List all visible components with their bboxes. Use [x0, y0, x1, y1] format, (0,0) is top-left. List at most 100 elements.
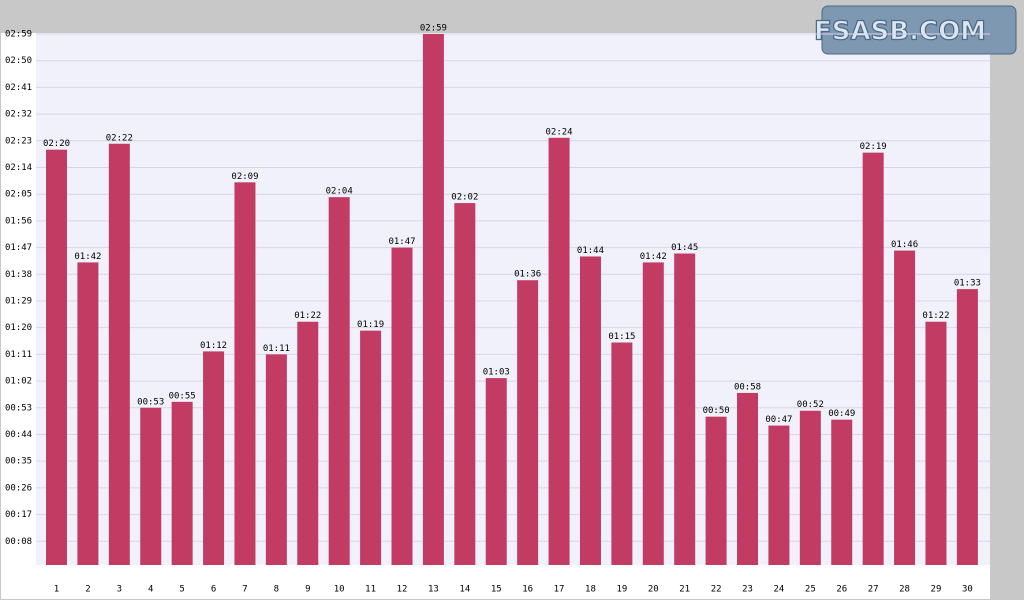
bar [579, 256, 601, 565]
value-label: 00:52 [797, 400, 824, 410]
value-label: 00:47 [765, 415, 792, 425]
value-label: 01:33 [954, 279, 981, 289]
x-tick-label: 1 [54, 585, 59, 595]
y-tick-label: 02:14 [5, 163, 32, 173]
x-tick-label: 29 [931, 585, 942, 595]
bar [108, 143, 130, 566]
bar [737, 392, 759, 565]
value-label: 02:09 [231, 172, 258, 182]
x-tick-label: 14 [459, 585, 470, 595]
value-label: 00:50 [703, 406, 730, 416]
x-tick-label: 19 [616, 585, 627, 595]
value-label: 01:12 [200, 341, 227, 351]
x-tick-label: 13 [428, 585, 439, 595]
bar [422, 34, 444, 565]
y-tick-label: 00:53 [5, 403, 32, 413]
x-tick-label: 17 [554, 585, 565, 595]
y-tick-label: 00:35 [5, 457, 32, 467]
x-tick-label: 11 [365, 585, 376, 595]
bar [956, 289, 978, 565]
x-tick-label: 9 [305, 585, 310, 595]
x-tick-label: 25 [805, 585, 816, 595]
x-tick-label: 18 [585, 585, 596, 595]
y-tick-label: 00:08 [5, 537, 32, 547]
x-tick-label: 16 [522, 585, 533, 595]
bar [517, 280, 539, 565]
bar [831, 419, 853, 565]
x-tick-label: 4 [148, 585, 153, 595]
bar [768, 425, 790, 565]
value-label: 02:04 [326, 187, 353, 197]
y-tick-label: 01:47 [5, 243, 32, 253]
y-tick-label: 01:02 [5, 377, 32, 387]
bar [548, 137, 570, 565]
bar [391, 247, 413, 565]
value-label: 00:49 [828, 409, 855, 419]
value-label: 01:44 [577, 246, 604, 256]
y-tick-label: 02:41 [5, 83, 32, 93]
value-label: 01:47 [388, 237, 415, 247]
x-tick-label: 22 [711, 585, 722, 595]
bar [360, 330, 382, 565]
value-label: 02:02 [451, 193, 478, 203]
value-label: 01:03 [483, 368, 510, 378]
value-label: 01:42 [640, 252, 667, 262]
y-tick-label: 00:44 [5, 430, 32, 440]
bar [46, 149, 67, 565]
value-label: 02:24 [546, 127, 573, 137]
bar [925, 321, 947, 565]
value-label: 02:19 [860, 142, 887, 152]
y-tick-label: 02:32 [5, 110, 32, 120]
bar [485, 378, 507, 565]
x-tick-label: 3 [117, 585, 122, 595]
value-label: 00:53 [137, 397, 164, 407]
y-tick-label: 02:23 [5, 136, 32, 146]
value-label: 01:22 [922, 311, 949, 321]
x-tick-label: 2 [85, 585, 90, 595]
x-tick-label: 20 [648, 585, 659, 595]
y-tick-label: 01:11 [5, 350, 32, 360]
bar [674, 253, 696, 566]
x-tick-label: 8 [274, 585, 279, 595]
logo: FSASB.COM [814, 17, 986, 47]
bar [705, 416, 727, 565]
bar [140, 407, 162, 565]
x-tick-label: 24 [774, 585, 785, 595]
y-tick-label: 01:20 [5, 323, 32, 333]
x-tick-label: 5 [179, 585, 184, 595]
value-label: 01:42 [74, 252, 101, 262]
x-tick-label: 21 [679, 585, 690, 595]
bar [265, 354, 287, 565]
bar [234, 182, 256, 565]
y-tick-label: 02:50 [5, 56, 32, 66]
value-label: 00:55 [169, 391, 196, 401]
x-tick-label: 30 [962, 585, 973, 595]
y-tick-label: 00:17 [5, 510, 32, 520]
value-label: 02:59 [420, 24, 447, 34]
x-tick-label: 12 [397, 585, 408, 595]
value-label: 01:45 [671, 243, 698, 253]
value-label: 01:11 [263, 344, 290, 354]
y-tick-label: 01:38 [5, 270, 32, 280]
x-tick-label: 10 [334, 585, 345, 595]
logo-box [821, 5, 1017, 55]
value-label: 01:22 [294, 311, 321, 321]
y-tick-label: 02:05 [5, 190, 32, 200]
bar [203, 351, 225, 565]
value-label: 01:36 [514, 270, 541, 280]
bar [611, 342, 633, 565]
plot-area [36, 33, 990, 565]
value-label: 02:20 [43, 139, 70, 149]
value-label: 02:22 [106, 133, 133, 143]
bar [297, 321, 319, 565]
value-label: 01:46 [891, 240, 918, 250]
x-tick-label: 15 [491, 585, 502, 595]
x-tick-label: 6 [211, 585, 216, 595]
bar [328, 197, 350, 565]
y-tick-label: 00:26 [5, 483, 32, 493]
value-label: 01:15 [608, 332, 635, 342]
value-label: 01:19 [357, 320, 384, 330]
bar [77, 262, 99, 565]
x-tick-label: 27 [868, 585, 879, 595]
